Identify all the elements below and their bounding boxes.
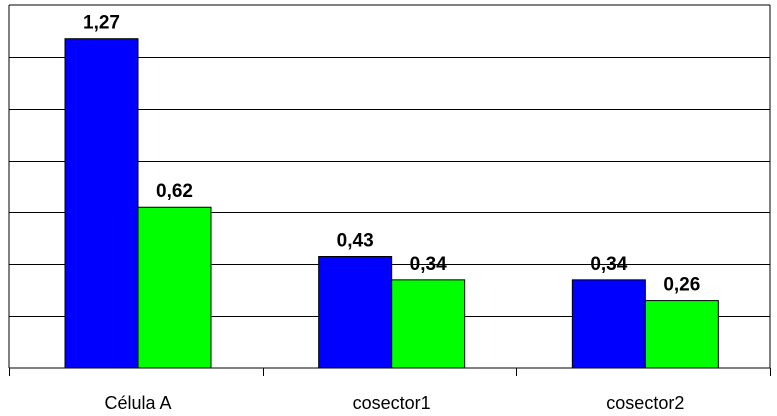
plot-area bbox=[8, 4, 771, 368]
x-tick-label-2: cosector1 bbox=[353, 393, 431, 413]
data-label-series2-3: 0,26 bbox=[663, 275, 700, 296]
x-tick-label-3: cosector2 bbox=[606, 393, 684, 413]
bar-series2-3 bbox=[644, 300, 719, 369]
x-axis: Célula A cosector1 cosector2 bbox=[9, 367, 771, 413]
data-labels: 1,27 0,43 0,34 0,62 0,34 0,26 bbox=[83, 13, 700, 296]
data-label-series1-1: 1,27 bbox=[83, 13, 120, 34]
bar-series1-2 bbox=[318, 256, 393, 369]
bar-series1-1 bbox=[64, 38, 139, 369]
bars bbox=[64, 38, 719, 369]
bar-series2-1 bbox=[137, 206, 212, 369]
x-tick-label-1: Célula A bbox=[104, 393, 171, 413]
data-label-series1-3: 0,34 bbox=[590, 254, 627, 275]
data-label-series1-2: 0,43 bbox=[337, 231, 374, 252]
data-label-series2-2: 0,34 bbox=[410, 254, 447, 275]
data-label-series2-1: 0,62 bbox=[156, 181, 193, 202]
bar-series1-3 bbox=[571, 279, 646, 369]
bar-series2-2 bbox=[391, 279, 466, 369]
